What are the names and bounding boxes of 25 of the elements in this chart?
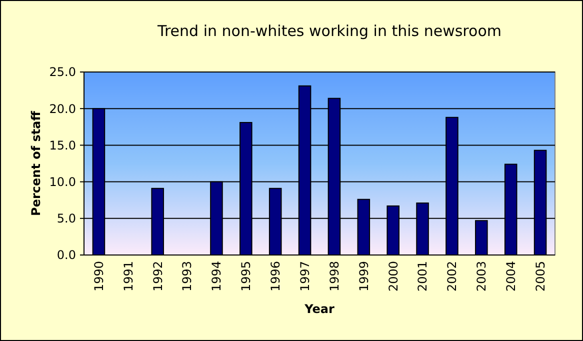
x-tick-label: 2005 <box>533 261 548 292</box>
x-tick-label: 2000 <box>386 261 400 292</box>
x-tick-label: 1993 <box>180 261 194 292</box>
x-tick-label: 1998 <box>327 261 342 292</box>
y-tick-label: 0.0 <box>56 248 76 262</box>
x-tick-label: 2001 <box>416 261 430 292</box>
x-tick-label: 1999 <box>356 261 371 292</box>
y-axis-title: Percent of staff <box>29 110 43 216</box>
x-tick-label: 1995 <box>239 261 254 292</box>
y-tick-label: 25.0 <box>49 65 76 80</box>
x-axis-title: Year <box>304 302 334 316</box>
y-tick-label: 10.0 <box>49 175 76 189</box>
x-tick-label: 2002 <box>445 261 460 292</box>
x-tick-label: 1997 <box>298 261 312 292</box>
y-tick-label: 5.0 <box>56 212 76 226</box>
x-tick-label: 1992 <box>150 261 165 292</box>
x-tick-label: 2003 <box>474 261 489 292</box>
x-tick-label: 2004 <box>504 261 518 292</box>
x-tick-label: 1991 <box>121 261 136 292</box>
x-tick-label: 1990 <box>92 261 106 292</box>
x-tick-label: 1994 <box>210 261 224 292</box>
x-tick-label: 1996 <box>268 261 283 292</box>
y-tick-label: 15.0 <box>49 138 76 152</box>
chart-title: Trend in non-whites working in this newsroom <box>156 22 502 40</box>
y-tick-label: 20.0 <box>49 102 76 116</box>
